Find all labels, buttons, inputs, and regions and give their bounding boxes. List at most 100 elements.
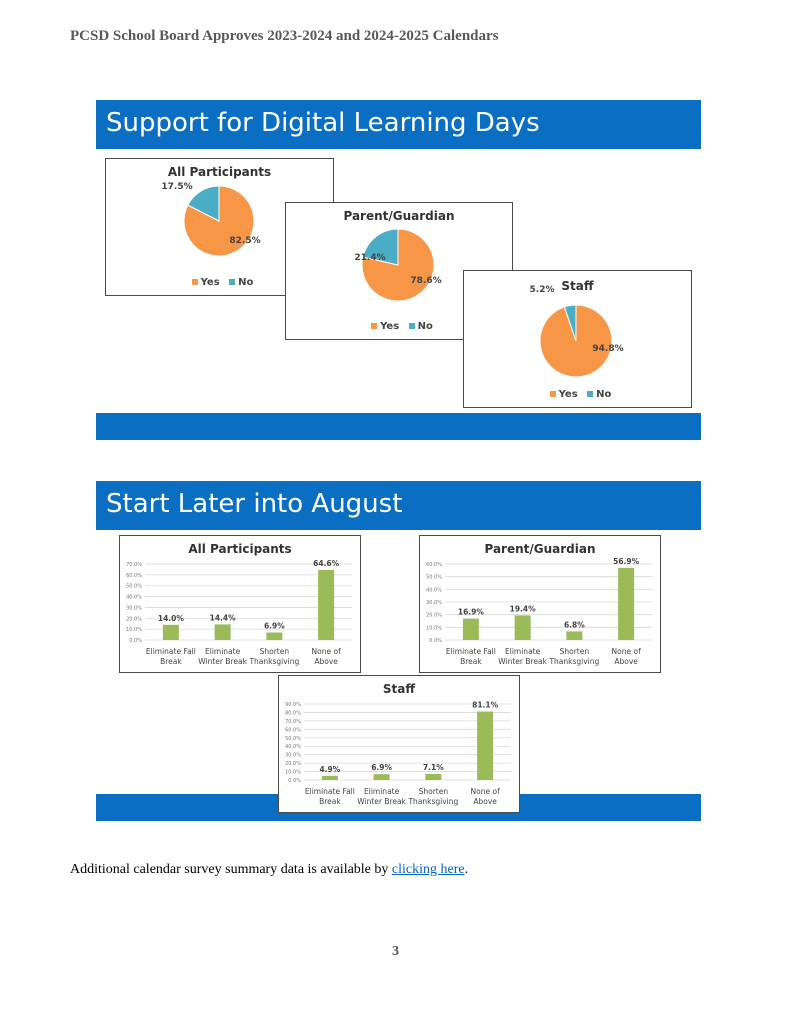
legend-label-no: No [417,321,433,332]
bar-chart: 0.0% 10.0% 20.0% 30.0% 40.0% 50.0% 60.0% 16.9% E… [426,557,652,666]
x-tick-label: Winter Break [498,657,547,666]
footer-text-end: . [464,862,469,877]
y-tick-label: 30.0% [126,605,142,611]
bar-chart: 0.0% 10.0% 20.0% 30.0% 40.0% 50.0% 60.0% 70.0% 1… [126,559,352,666]
chart-title: Staff [382,682,416,696]
legend-label-no: No [238,277,254,288]
pie-chart: 82.5% 17.5% [161,182,261,257]
bar [214,624,231,640]
y-tick-label: 40.0% [426,587,442,593]
data-label: 17.5% [161,182,192,192]
section-title-band: Start Later into August [96,481,701,530]
x-tick-label: Above [614,657,638,666]
bar-chart-card: Staff 0.0% 10.0% 20.0% 30.0% 40.0% 50.0% 60.0%… [278,675,520,813]
bar [266,632,283,640]
legend-swatch-no [408,323,415,329]
y-tick-label: 0.0% [129,638,142,644]
data-label: 16.9% [458,608,485,617]
x-tick-label: Thanksgiving [548,657,599,666]
x-tick-label: Thanksgiving [407,797,458,806]
data-label: 7.1% [423,763,444,772]
chart-title: Parent/Guardian [343,209,455,223]
y-tick-label: 50.0% [285,736,301,742]
x-tick-label: Break [460,657,482,666]
pie-chart-card: Staff 94.8% 5.2% Yes No [463,270,692,408]
x-tick-label: Eliminate Fall [305,787,355,796]
x-tick-label: Shorten [560,647,590,656]
y-tick-label: 30.0% [426,600,442,606]
x-tick-label: Thanksgiving [248,657,299,666]
footer-note: Additional calendar survey summary data … [70,862,468,878]
pie-chart: 78.6% 21.4% [354,228,442,302]
section-title: Start Later into August [106,489,403,519]
x-tick-label: Break [319,797,341,806]
legend-swatch-yes [549,391,556,397]
x-tick-label: None of [471,787,501,796]
document-header: PCSD School Board Approves 2023-2024 and… [70,28,499,44]
data-label: 14.4% [210,613,237,622]
data-label: 81.1% [472,701,499,710]
y-tick-label: 20.0% [126,616,142,622]
data-label: 94.8% [592,344,623,354]
bar [514,615,531,640]
y-tick-label: 30.0% [285,753,301,759]
y-tick-label: 50.0% [426,575,442,581]
bar [162,624,179,640]
footer-text: Additional calendar survey summary data … [70,862,392,877]
data-label: 6.9% [264,622,285,631]
data-label: 14.0% [158,614,185,623]
chart-title: Parent/Guardian [484,542,596,556]
data-label: 64.6% [313,559,340,568]
pie-slice-no [563,304,577,342]
bar-chart: 0.0% 10.0% 20.0% 30.0% 40.0% 50.0% 60.0% 70.0% 8… [285,701,511,806]
y-tick-label: 0.0% [429,638,442,644]
y-tick-label: 10.0% [126,627,142,633]
x-tick-label: None of [612,647,642,656]
chart-legend: Yes No [464,389,691,400]
chart-title: All Participants [188,542,292,556]
pie-chart: 94.8% 5.2% [530,285,624,378]
legend-label-yes: Yes [558,389,578,400]
legend-label-yes: Yes [200,277,220,288]
legend-label-yes: Yes [380,321,400,332]
data-label: 19.4% [510,604,537,613]
x-tick-label: Eliminate [505,647,541,656]
data-label: 6.8% [564,620,585,629]
survey-link[interactable]: clicking here [391,862,465,877]
y-tick-label: 40.0% [126,595,142,601]
chart-legend: Yes No [286,321,512,332]
page-number: 3 [392,944,399,959]
bar [373,774,390,780]
bar [425,774,442,780]
x-tick-label: Above [473,797,497,806]
data-label: 6.9% [371,763,392,772]
x-tick-label: Shorten [260,647,290,656]
legend-swatch-no [229,279,236,285]
legend-label-no: No [596,389,612,400]
y-tick-label: 50.0% [126,584,142,590]
bar [321,775,338,780]
x-tick-label: Eliminate [364,787,400,796]
bar-chart-card: Parent/Guardian 0.0% 10.0% 20.0% 30.0% 40.0%… [419,535,661,673]
bar [477,711,494,780]
legend-swatch-yes [371,323,378,329]
section-footer-band [96,413,701,440]
bar-chart-card: All Participants 0.0% 10.0% 20.0% 30.0% 40.0… [119,535,361,673]
y-tick-label: 90.0% [285,702,301,708]
bar [462,618,479,640]
y-tick-label: 70.0% [285,719,301,725]
y-tick-label: 60.0% [426,562,442,568]
y-tick-label: 10.0% [426,625,442,631]
data-label: 21.4% [354,253,385,263]
bar [318,569,335,640]
data-label: 4.9% [319,765,340,774]
chart-title: Staff [561,279,594,293]
x-tick-label: Above [314,657,338,666]
y-tick-label: 70.0% [126,562,142,568]
y-tick-label: 60.0% [285,727,301,733]
x-tick-label: Winter Break [357,797,406,806]
data-label: 82.5% [229,236,260,246]
x-tick-label: Break [160,657,182,666]
y-tick-label: 0.0% [288,778,301,784]
section-title-band: Support for Digital Learning Days [96,100,701,149]
